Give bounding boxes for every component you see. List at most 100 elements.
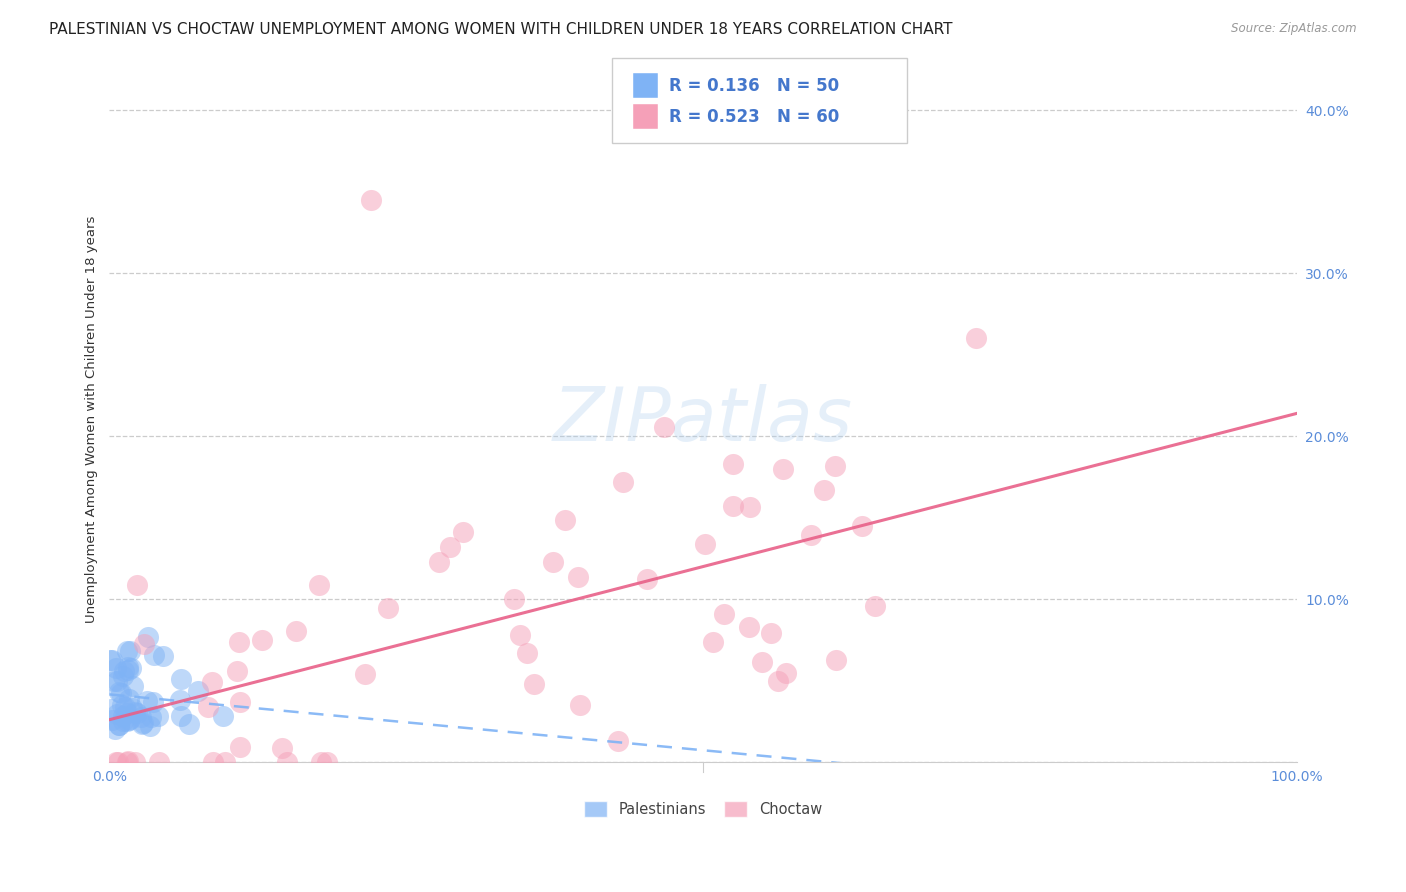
Point — [187, 684, 209, 698]
Point — [125, 706, 148, 721]
Point — [111, 698, 134, 712]
Point — [509, 628, 531, 642]
Point — [567, 570, 589, 584]
Point — [516, 646, 538, 660]
Point — [104, 755, 127, 769]
Point — [112, 664, 135, 678]
Point — [607, 733, 630, 747]
Point — [772, 461, 794, 475]
Point — [377, 601, 399, 615]
Point — [124, 755, 146, 769]
Point — [121, 700, 143, 714]
Point — [229, 695, 252, 709]
Point — [136, 694, 159, 708]
Text: PALESTINIAN VS CHOCTAW UNEMPLOYMENT AMONG WOMEN WITH CHILDREN UNDER 18 YEARS COR: PALESTINIAN VS CHOCTAW UNEMPLOYMENT AMON… — [49, 22, 953, 37]
Point — [100, 713, 122, 727]
Point — [100, 702, 122, 716]
Point — [100, 653, 122, 667]
Point — [541, 555, 564, 569]
Point — [284, 624, 307, 639]
Point — [117, 714, 139, 728]
Point — [612, 475, 634, 489]
Point — [139, 710, 162, 724]
Point — [118, 714, 141, 728]
Text: ZIPatlas: ZIPatlas — [553, 384, 853, 456]
Point — [276, 755, 298, 769]
Point — [104, 722, 127, 736]
Point — [146, 708, 169, 723]
Point — [108, 718, 131, 732]
Point — [142, 695, 165, 709]
Point — [740, 500, 762, 515]
Text: R = 0.523   N = 60: R = 0.523 N = 60 — [669, 108, 839, 126]
Point — [169, 708, 191, 723]
Point — [103, 674, 125, 689]
Point — [775, 666, 797, 681]
Point — [118, 692, 141, 706]
Point — [360, 193, 382, 207]
Point — [107, 755, 129, 769]
Point — [824, 458, 846, 473]
Point — [713, 607, 735, 622]
Point — [132, 637, 155, 651]
Point — [117, 755, 139, 769]
Point — [107, 718, 129, 732]
Point — [118, 644, 141, 658]
Point — [229, 739, 252, 754]
Point — [112, 708, 135, 723]
Point — [865, 599, 887, 614]
Legend: Palestinians, Choctaw: Palestinians, Choctaw — [578, 795, 828, 823]
Point — [197, 699, 219, 714]
Point — [117, 644, 139, 658]
Point — [721, 499, 744, 513]
Point — [170, 673, 193, 687]
Point — [214, 755, 236, 769]
Point — [759, 626, 782, 640]
Point — [131, 717, 153, 731]
Point — [308, 578, 330, 592]
Point — [129, 709, 152, 723]
Point — [738, 620, 761, 634]
Point — [98, 653, 121, 667]
Point — [105, 673, 128, 688]
Text: Source: ZipAtlas.com: Source: ZipAtlas.com — [1232, 22, 1357, 36]
Point — [800, 528, 823, 542]
Point — [453, 524, 475, 539]
Point — [143, 648, 166, 662]
Point — [115, 706, 138, 721]
Point — [169, 693, 191, 707]
Point — [851, 518, 873, 533]
Point — [111, 714, 134, 729]
Point — [250, 632, 273, 647]
Point — [271, 740, 294, 755]
Point — [693, 537, 716, 551]
Point — [114, 699, 136, 714]
Point — [201, 675, 224, 690]
Point — [138, 718, 160, 732]
Point — [132, 716, 155, 731]
Point — [654, 419, 676, 434]
Point — [148, 755, 170, 769]
Y-axis label: Unemployment Among Women with Children Under 18 years: Unemployment Among Women with Children U… — [86, 216, 98, 624]
Point — [118, 712, 141, 726]
Point — [228, 635, 250, 649]
Point — [136, 630, 159, 644]
Point — [439, 540, 461, 554]
Point — [354, 666, 377, 681]
Text: R = 0.136   N = 50: R = 0.136 N = 50 — [669, 77, 839, 95]
Point — [825, 653, 848, 667]
Point — [120, 661, 142, 675]
Point — [124, 705, 146, 719]
Point — [523, 677, 546, 691]
Point — [211, 709, 233, 723]
Point — [554, 513, 576, 527]
Point — [110, 686, 132, 700]
Point — [813, 483, 835, 498]
Point — [105, 707, 128, 722]
Point — [751, 655, 773, 669]
Point — [202, 755, 225, 769]
Point — [122, 679, 145, 693]
Point — [315, 755, 337, 769]
Point — [503, 592, 526, 607]
Point — [117, 664, 139, 678]
